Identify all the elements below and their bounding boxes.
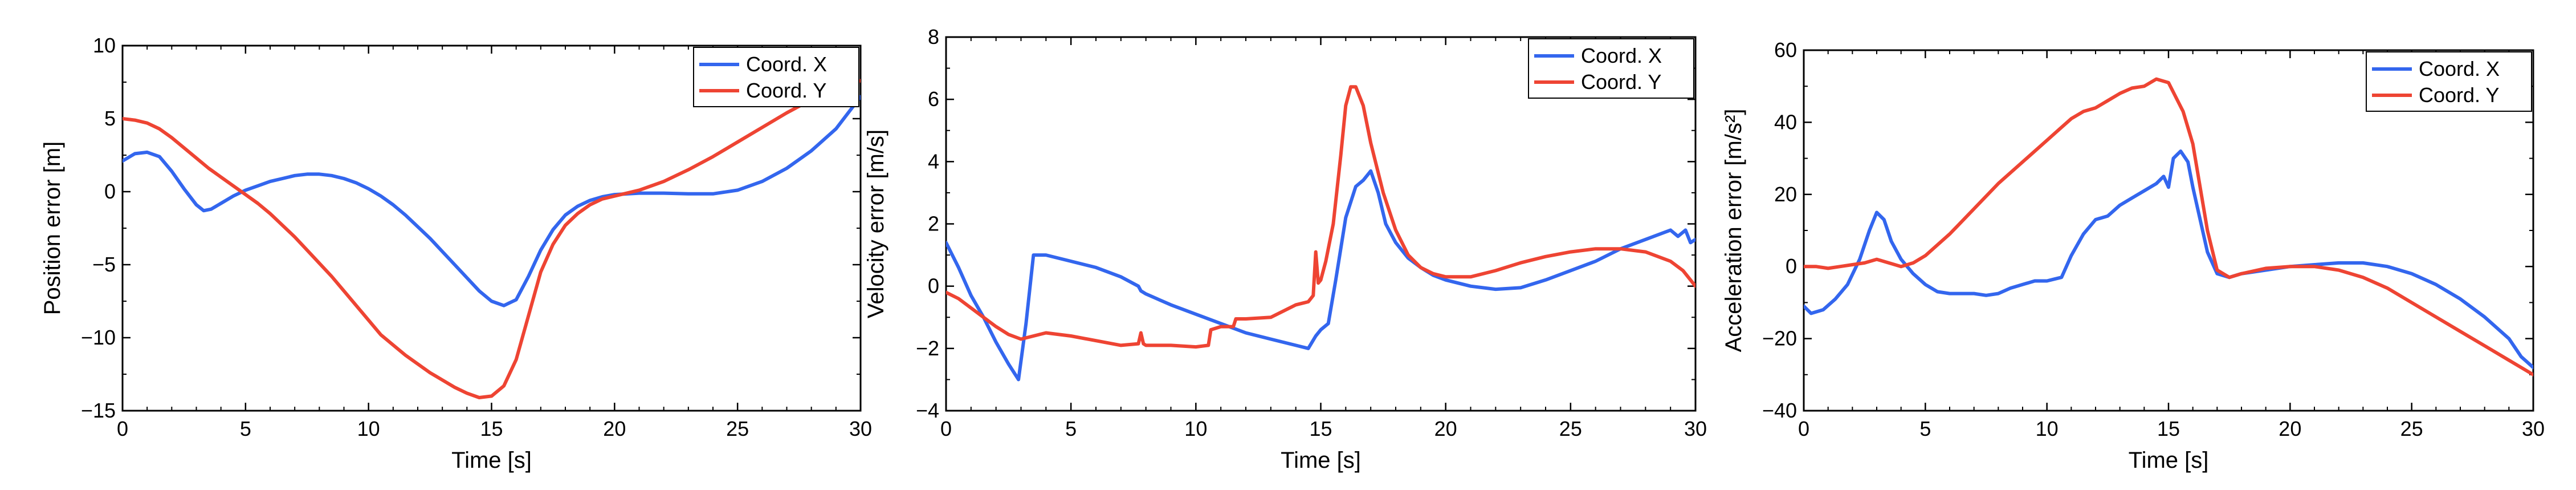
y-tick-label: 0: [928, 274, 939, 298]
acceleration-error-chart: 0 5 10 15 20 25 30 −40 −20 0 20 40 60 Time [s] Acceler…: [1721, 38, 2545, 473]
legend-label-coord-x: Coord. X: [2419, 57, 2500, 80]
x-axis-label: Time [s]: [1281, 448, 1361, 473]
x-tick-label: 25: [726, 417, 749, 440]
y-tick-label: −5: [92, 253, 116, 276]
y-tick-label: 40: [1774, 110, 1797, 133]
x-tick-label: 5: [1065, 417, 1077, 440]
x-tick-label: 30: [849, 417, 872, 440]
x-tick-label: 20: [1434, 417, 1457, 440]
x-tick-label: 30: [1684, 417, 1707, 440]
x-tick-label: 20: [603, 417, 626, 440]
x-tick-label: 5: [1919, 417, 1931, 440]
y-tick-label: −4: [916, 399, 939, 422]
y-tick-label: 5: [104, 107, 116, 130]
position-error-chart: 0 5 10 15 20 25 30 −15 −10 −5 0 5 10 Time [s] Position…: [40, 34, 872, 473]
series-line-coord-x: [123, 95, 861, 307]
velocity-error-chart: 0 5 10 15 20 25 30 −4 −2 0 2 4 6 8 Time [s] Velocity er…: [863, 25, 1707, 473]
legend: Coord. X Coord. Y: [1528, 38, 1694, 99]
series-line-coord-y: [946, 85, 1695, 349]
x-tick-label: 15: [2157, 417, 2180, 440]
x-tick-label: 25: [2400, 417, 2423, 440]
legend-label-coord-y: Coord. Y: [2419, 83, 2499, 107]
legend-box: [2366, 51, 2532, 112]
x-tick-label: 0: [117, 417, 128, 440]
y-tick-label: −10: [81, 326, 116, 349]
x-tick-label: 0: [940, 417, 952, 440]
series-line-coord-x: [946, 169, 1695, 382]
y-tick-label: 0: [104, 180, 116, 203]
x-tick-label: 20: [2279, 417, 2301, 440]
y-tick-label: −2: [916, 337, 939, 360]
x-tick-label: 10: [357, 417, 380, 440]
y-tick-label: 20: [1774, 183, 1797, 206]
y-tick-label: 4: [928, 149, 939, 173]
legend: Coord. X Coord. Y: [693, 47, 859, 107]
x-tick-label: 10: [2036, 417, 2059, 440]
legend-label-coord-y: Coord. Y: [746, 79, 826, 102]
y-tick-label: 60: [1774, 38, 1797, 62]
x-tick-label: 10: [1184, 417, 1207, 440]
y-tick-label: 6: [928, 87, 939, 111]
x-tick-label: 15: [1309, 417, 1332, 440]
y-tick-label: 10: [93, 34, 116, 57]
x-tick-label: 5: [240, 417, 251, 440]
x-tick-label: 0: [1798, 417, 1809, 440]
x-tick-label: 30: [2522, 417, 2545, 440]
series-line-coord-y: [123, 79, 861, 399]
legend-label-coord-y: Coord. Y: [1581, 70, 1661, 94]
x-axis-label: Time [s]: [451, 448, 532, 473]
y-axis-label: Velocity error [m/s]: [863, 129, 888, 318]
x-axis-label: Time [s]: [2129, 448, 2209, 473]
x-tick-label: 25: [1559, 417, 1582, 440]
legend-label-coord-x: Coord. X: [1581, 44, 1662, 67]
series-line-coord-x: [1804, 149, 2533, 370]
y-tick-label: 0: [1786, 254, 1797, 278]
y-axis-label: Acceleration error [m/s²]: [1721, 109, 1746, 353]
y-tick-label: −20: [1762, 327, 1797, 350]
legend-label-coord-x: Coord. X: [746, 52, 827, 76]
legend: Coord. X Coord. Y: [2366, 51, 2532, 112]
y-tick-label: 2: [928, 212, 939, 236]
y-tick-label: 8: [928, 25, 939, 48]
legend-box: [1528, 38, 1694, 99]
y-tick-label: −40: [1762, 399, 1797, 422]
x-tick-label: 15: [480, 417, 503, 440]
series-line-coord-y: [1804, 77, 2533, 376]
y-tick-label: −15: [81, 399, 116, 422]
y-axis-label: Position error [m]: [40, 141, 65, 315]
legend-box: [693, 47, 859, 107]
